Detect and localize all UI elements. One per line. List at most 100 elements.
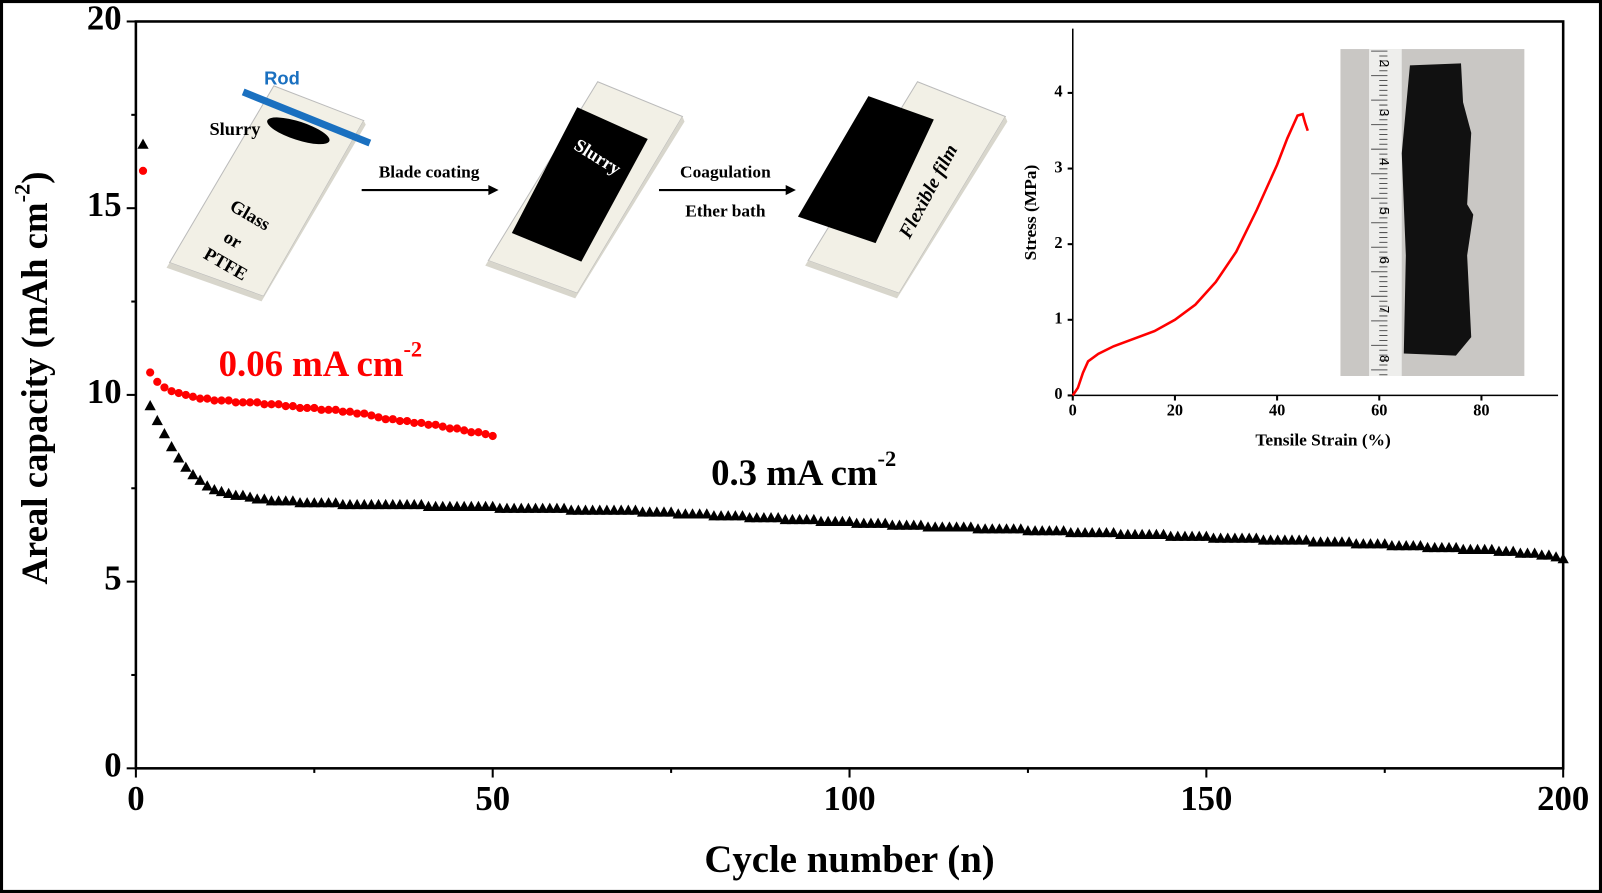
point [679,508,692,519]
point [1529,547,1541,558]
point [1379,538,1391,549]
point [338,407,347,416]
point [765,512,777,523]
point [1065,526,1077,538]
point [322,497,335,508]
x-tick-label: 80 [1473,401,1489,420]
point [472,500,485,512]
point [1557,553,1569,564]
point [424,420,433,429]
point [822,515,834,526]
point [836,515,849,526]
point [1421,541,1434,553]
point [408,498,420,510]
point [658,506,670,517]
point [1329,536,1341,547]
x-axis-label: Tensile Strain (%) [1255,430,1391,449]
point [265,495,278,506]
rod [241,88,372,147]
point [431,420,440,429]
point [223,487,235,498]
point [1207,532,1220,543]
point [1050,525,1063,536]
ruler-label: 3 [1377,109,1392,116]
point [1536,549,1548,560]
point [1222,532,1234,543]
point [280,495,292,506]
point [331,405,340,414]
point [779,513,791,525]
point [908,519,920,530]
point [394,498,406,510]
inset-chart: 0 20 40 60 80 0 1 2 3 4 Tensile Strain (%) Stress (… [1021,28,1559,449]
point [1493,545,1505,556]
point [1100,526,1113,538]
point [729,510,741,521]
point [451,500,463,512]
point [1043,525,1055,536]
point [1008,523,1020,534]
point [201,480,213,491]
point [345,407,355,416]
arrowhead [785,184,796,196]
point [344,498,356,510]
point [381,415,390,424]
point [1136,528,1148,540]
point [565,504,577,515]
point [922,521,934,532]
point [615,504,627,515]
point [417,418,426,427]
x-tick-label: 200 [1537,779,1589,818]
point [1179,530,1191,541]
step-label: Blade coating [379,163,480,182]
point [310,403,319,413]
point [1279,534,1291,545]
point [1143,528,1155,540]
ruler-label: 5 [1377,207,1392,214]
point [1022,525,1034,536]
point [208,483,221,495]
point [401,498,413,510]
point [481,430,490,439]
point [851,517,863,528]
rod-label: Rod [264,68,300,89]
point [194,474,206,485]
point [437,500,449,512]
point [1015,523,1027,534]
point [508,502,520,513]
point [1457,543,1469,554]
point [1543,549,1555,560]
point [1107,526,1120,538]
point [801,513,813,525]
point [1343,536,1355,547]
point [173,452,185,463]
point [1286,534,1298,545]
point [1364,538,1377,549]
text-part: ) [14,171,55,183]
point [558,502,570,513]
x-tick-label: 20 [1167,401,1183,420]
point [1272,534,1284,545]
point [808,513,820,525]
point [1429,541,1441,553]
y-tick-label: 10 [87,372,122,411]
point [979,523,991,534]
point [301,497,313,508]
point [167,387,176,396]
slurry-layer [511,107,648,262]
point [1336,536,1348,547]
point [879,517,891,528]
point [324,405,333,414]
point [317,405,326,414]
point [295,403,305,413]
point [303,403,312,413]
point [858,517,870,528]
x-tick-label: 100 [823,779,875,818]
point [786,513,799,525]
point [395,416,405,426]
point [374,413,383,422]
point [1372,538,1384,549]
point [594,504,606,515]
point [215,485,228,497]
